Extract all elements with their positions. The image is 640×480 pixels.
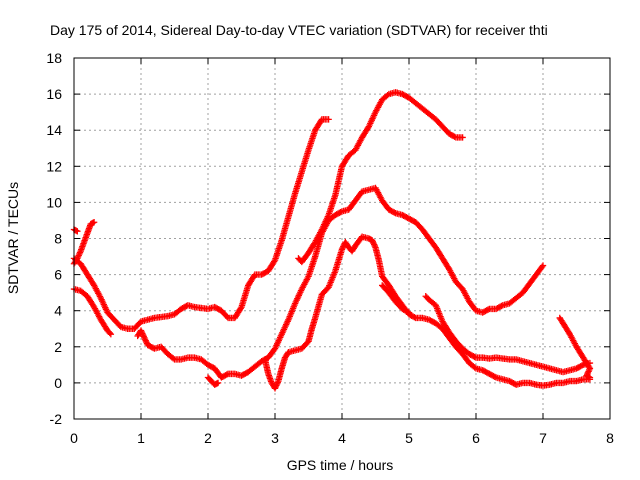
data-point-marker — [76, 249, 84, 256]
y-tick-label: 4 — [54, 303, 62, 319]
y-tick-label: -2 — [50, 411, 63, 427]
data-point-marker — [539, 262, 547, 269]
y-tick-label: 14 — [46, 122, 62, 138]
x-tick-label: 0 — [70, 430, 78, 446]
data-point-marker — [274, 379, 281, 386]
data-point-marker — [405, 309, 413, 316]
x-tick-label: 7 — [539, 430, 547, 446]
data-point-marker — [404, 308, 411, 315]
data-point-marker — [237, 305, 244, 312]
data-point-marker — [139, 331, 147, 339]
data-point-marker — [272, 383, 279, 391]
data-point-marker — [491, 373, 498, 380]
data-point-marker — [586, 374, 594, 381]
data-point-marker — [368, 237, 376, 244]
data-point-marker — [75, 252, 82, 259]
series-arc-2 — [70, 219, 98, 267]
axis-ticks — [73, 57, 611, 420]
data-point-marker — [223, 313, 231, 320]
data-point-marker — [270, 258, 278, 265]
data-point-marker — [137, 327, 145, 334]
data-point-marker — [273, 380, 281, 388]
data-point-marker — [106, 329, 113, 337]
data-point-marker — [369, 238, 377, 245]
data-point-marker — [223, 371, 230, 378]
x-tick-label: 8 — [606, 430, 614, 446]
y-tick-label: 8 — [54, 231, 62, 247]
data-point-marker — [371, 242, 379, 250]
data-point-marker — [578, 362, 586, 369]
series-arc-1 — [70, 285, 115, 338]
data-point-marker — [140, 333, 147, 340]
data-point-marker — [538, 263, 546, 271]
data-point-marker — [411, 313, 418, 321]
data-point-marker — [338, 246, 346, 253]
y-tick-label: 16 — [46, 86, 62, 102]
series-arc-5 — [134, 184, 547, 381]
x-tick-label: 3 — [271, 430, 279, 446]
data-markers — [70, 89, 594, 392]
data-point-marker — [391, 209, 398, 216]
data-point-marker — [141, 336, 149, 343]
x-axis-label: GPS time / hours — [287, 457, 394, 473]
y-tick-label: 10 — [46, 194, 62, 210]
data-point-marker — [273, 382, 280, 389]
series-arc-4 — [70, 116, 332, 332]
data-point-marker — [586, 366, 593, 374]
data-point-marker — [138, 328, 145, 336]
data-point-marker — [451, 133, 458, 140]
y-tick-label: 18 — [46, 50, 62, 66]
series-arc-6 — [204, 374, 222, 388]
data-point-marker — [471, 353, 478, 361]
data-point-marker — [142, 337, 149, 344]
data-point-marker — [90, 219, 98, 226]
x-tick-label: 4 — [338, 430, 346, 446]
data-point-marker — [107, 330, 115, 338]
series-arc-10 — [422, 293, 594, 376]
data-point-marker — [141, 334, 148, 341]
y-axis-label: SDTVAR / TECUs — [5, 182, 21, 294]
data-point-marker — [139, 330, 146, 337]
data-point-marker — [76, 250, 83, 258]
data-point-marker — [143, 338, 150, 346]
y-tick-label: 12 — [46, 158, 62, 174]
x-tick-label: 6 — [472, 430, 480, 446]
series-arc-7 — [261, 233, 594, 392]
data-point-marker — [370, 241, 378, 248]
data-point-marker — [585, 368, 592, 375]
series-arc-11 — [556, 314, 594, 381]
data-point-marker — [337, 208, 344, 216]
data-point-marker — [498, 302, 505, 310]
y-tick-label: 0 — [54, 375, 62, 391]
data-point-marker — [586, 365, 594, 372]
data-point-marker — [339, 244, 346, 252]
y-tick-label: 6 — [54, 267, 62, 283]
y-tick-label: 2 — [54, 339, 62, 355]
data-point-marker — [271, 385, 279, 392]
series-arc-9 — [379, 282, 413, 316]
x-tick-label: 1 — [137, 430, 145, 446]
series-arc-8 — [295, 89, 466, 266]
data-point-marker — [484, 306, 492, 313]
data-point-marker — [214, 379, 222, 387]
x-tick-label: 5 — [405, 430, 413, 446]
data-point-marker — [325, 116, 332, 123]
x-tick-label: 2 — [204, 430, 212, 446]
data-point-marker — [169, 355, 177, 362]
data-point-marker — [370, 239, 377, 247]
data-point-marker — [74, 228, 81, 235]
data-point-marker — [459, 134, 466, 141]
chart-title: Day 175 of 2014, Sidereal Day-to-day VTE… — [50, 22, 548, 38]
